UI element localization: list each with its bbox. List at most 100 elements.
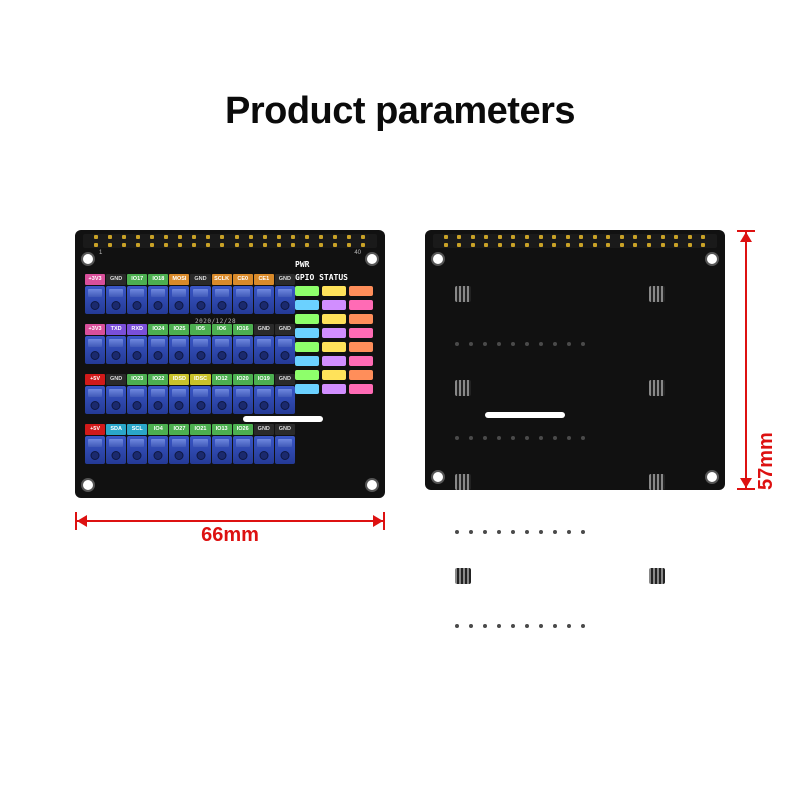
pin1-label: 1 [99, 250, 102, 256]
smd-pad [649, 380, 665, 396]
dimension-width: 66mm [75, 506, 385, 534]
screw-terminal [85, 286, 105, 314]
pin-label: GND [275, 424, 295, 435]
mounting-hole [81, 478, 95, 492]
screw-terminal [254, 336, 274, 364]
status-led [322, 300, 346, 310]
smd-pad [455, 286, 471, 302]
via [581, 436, 585, 440]
pcb-back [425, 230, 725, 490]
via [497, 624, 501, 628]
smd-pad [649, 286, 665, 302]
screw-terminal [190, 336, 210, 364]
via [525, 530, 529, 534]
screw-terminal [190, 436, 210, 464]
screw-terminal [275, 286, 295, 314]
via [455, 342, 459, 346]
status-led [322, 286, 346, 296]
via [539, 342, 543, 346]
status-led [349, 328, 373, 338]
smd-pad [649, 568, 665, 584]
via [483, 624, 487, 628]
status-led [322, 384, 346, 394]
pin-label: MOSI [169, 274, 189, 285]
pin-label: +3V3 [85, 324, 105, 335]
via [567, 624, 571, 628]
pin-label: CE1 [254, 274, 274, 285]
dimension-width-label: 66mm [75, 524, 385, 547]
screw-terminal [106, 436, 126, 464]
pin-label: GND [254, 424, 274, 435]
pin-label: IO27 [169, 424, 189, 435]
pin-label: +5V [85, 424, 105, 435]
via [469, 530, 473, 534]
pin-label: GND [106, 274, 126, 285]
pin-label: GND [275, 374, 295, 385]
screw-terminal [148, 286, 168, 314]
via [581, 624, 585, 628]
screw-terminal [127, 336, 147, 364]
status-led [349, 356, 373, 366]
page-title: Product parameters [0, 90, 800, 133]
status-led [349, 384, 373, 394]
pcb-front: 1 40 +3V3GNDIO17IO18MOSIGNDSCLKCE0CE1GND… [75, 230, 385, 498]
pin-label: IO12 [212, 374, 232, 385]
slot-cutout [243, 416, 323, 422]
pin-label: SCL [127, 424, 147, 435]
pin-label: GND [254, 324, 274, 335]
screw-terminal [169, 386, 189, 414]
via [553, 530, 557, 534]
via [553, 624, 557, 628]
via [483, 342, 487, 346]
dimension-height-label: 57mm [755, 230, 778, 490]
screw-terminal [212, 386, 232, 414]
via [511, 624, 515, 628]
via [539, 624, 543, 628]
screw-terminal [233, 436, 253, 464]
via [525, 436, 529, 440]
screw-terminal [169, 286, 189, 314]
screw-terminal [85, 436, 105, 464]
via [581, 342, 585, 346]
pin-label: GND [106, 374, 126, 385]
screw-terminal [127, 386, 147, 414]
via [455, 436, 459, 440]
pin-label: GND [275, 324, 295, 335]
slot-cutout [485, 412, 565, 418]
screw-terminal [190, 386, 210, 414]
pin-label: IO18 [148, 274, 168, 285]
pin-label: IO22 [148, 374, 168, 385]
status-led [322, 356, 346, 366]
status-led [349, 286, 373, 296]
pin-label: IO17 [127, 274, 147, 285]
gpio-header-front [83, 234, 377, 248]
screw-terminal [254, 286, 274, 314]
via [455, 530, 459, 534]
pin-label: IO26 [233, 424, 253, 435]
silk-date: 2020/12/28 [195, 318, 236, 325]
via [511, 530, 515, 534]
smd-pad-rows [455, 286, 665, 628]
mounting-hole [81, 252, 95, 266]
via [483, 530, 487, 534]
pin-label: RXD [127, 324, 147, 335]
pin-label: TXD [106, 324, 126, 335]
screw-terminal [169, 336, 189, 364]
status-led [295, 384, 319, 394]
screw-terminal [106, 336, 126, 364]
pwr-label: PWR [295, 260, 373, 269]
pin-label: CE0 [233, 274, 253, 285]
status-led [322, 314, 346, 324]
status-led [322, 342, 346, 352]
pin-label: IO19 [254, 374, 274, 385]
via [525, 624, 529, 628]
screw-terminal [127, 436, 147, 464]
status-led [322, 328, 346, 338]
pin-label: IO20 [233, 374, 253, 385]
via [553, 436, 557, 440]
screw-terminal [148, 436, 168, 464]
screw-terminal [233, 336, 253, 364]
screw-terminal [233, 386, 253, 414]
status-led [322, 370, 346, 380]
smd-pad [455, 568, 471, 584]
